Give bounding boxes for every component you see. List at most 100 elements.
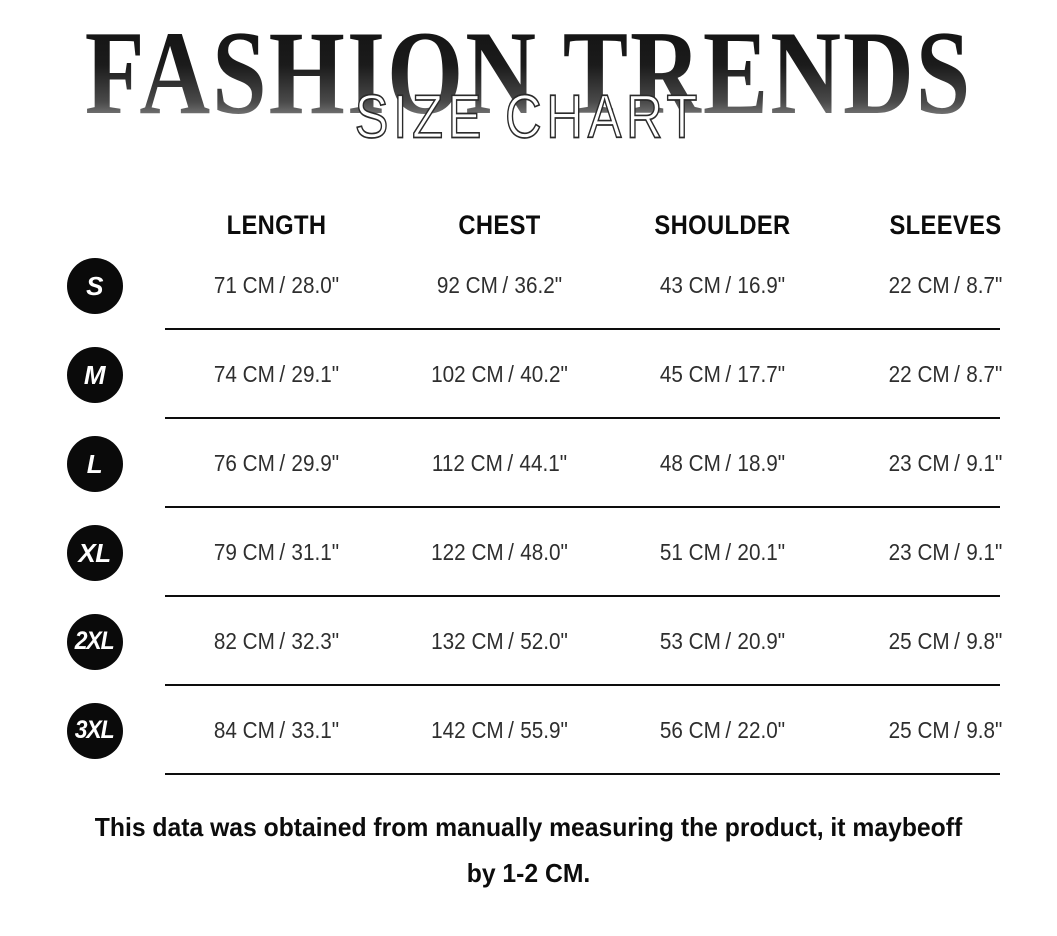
row-divider: [165, 328, 1000, 330]
size-badge-label: 2XL: [75, 627, 115, 655]
cell-sleeves-s: 22 CM/8.7": [845, 272, 1046, 299]
value-inch: 28.0": [291, 272, 340, 298]
value-inch: 17.7": [737, 361, 786, 387]
table-row: 3XL 84 CM/33.1" 142 CM/55.9" 56 CM/22.0" 25 …: [0, 686, 1057, 775]
value-separator: /: [508, 361, 514, 387]
measurement-disclaimer: This data was obtained from manually mea…: [94, 812, 963, 888]
cell-shoulder-s: 43 CM/16.9": [622, 272, 823, 299]
value-cm: 76 CM: [213, 450, 275, 476]
cell-length-3xl: 84 CM/33.1": [176, 717, 377, 744]
value-cm: 25 CM: [888, 717, 950, 743]
value-inch: 44.1": [519, 450, 568, 476]
column-header-length: LENGTH: [226, 210, 327, 240]
value-cm: 122 CM: [431, 539, 504, 565]
cell-chest-l: 112 CM/44.1": [399, 450, 600, 477]
value-inch: 40.2": [520, 361, 568, 387]
table-row: M 74 CM/29.1" 102 CM/40.2" 45 CM/17.7" 22 CM…: [0, 330, 1057, 419]
value-cm: 22 CM: [888, 272, 950, 298]
value-cm: 132 CM: [431, 628, 504, 654]
value-cm: 92 CM: [436, 272, 498, 298]
size-chart-table: LENGTH CHEST SHOULDER SLEEVES S 71 CM/28.…: [0, 165, 1057, 775]
cell-shoulder-3xl: 56 CM/22.0": [622, 717, 823, 744]
value-inch: 31.1": [291, 539, 340, 565]
size-badge-label: L: [86, 448, 103, 479]
page-subtitle: SIZE CHART: [354, 82, 703, 152]
table-header-row: LENGTH CHEST SHOULDER SLEEVES: [0, 165, 1057, 241]
value-separator: /: [279, 361, 286, 387]
cell-length-s: 71 CM/28.0": [176, 272, 377, 299]
size-badge-cell: 2XL: [0, 613, 165, 670]
size-badge-3xl: 3XL: [66, 702, 123, 759]
column-header-sleeves: SLEEVES: [889, 210, 1002, 240]
cell-shoulder-2xl: 53 CM/20.9": [622, 628, 823, 655]
value-cm: 53 CM: [659, 628, 721, 654]
cell-chest-2xl: 132 CM/52.0": [399, 628, 600, 655]
value-separator: /: [954, 361, 960, 387]
value-cm: 22 CM: [888, 361, 950, 387]
value-inch: 9.1": [966, 450, 1003, 476]
cell-shoulder-l: 48 CM/18.9": [622, 450, 823, 477]
cell-length-2xl: 82 CM/32.3": [176, 628, 377, 655]
cell-chest-xl: 122 CM/48.0": [399, 539, 600, 566]
value-cm: 74 CM: [213, 361, 275, 387]
value-separator: /: [725, 361, 732, 387]
value-separator: /: [507, 450, 514, 476]
cell-chest-s: 92 CM/36.2": [399, 272, 600, 299]
value-inch: 20.9": [737, 628, 786, 654]
cell-chest-3xl: 142 CM/55.9": [399, 717, 600, 744]
value-inch: 52.0": [520, 628, 568, 654]
value-cm: 43 CM: [659, 272, 721, 298]
value-cm: 102 CM: [431, 361, 504, 387]
cell-shoulder-xl: 51 CM/20.1": [622, 539, 823, 566]
size-badge-l: L: [66, 435, 123, 492]
size-badge-cell: XL: [0, 524, 165, 581]
row-divider: [165, 773, 1000, 775]
value-cm: 82 CM: [213, 628, 275, 654]
value-inch: 22.0": [737, 717, 786, 743]
column-header-shoulder: SHOULDER: [654, 210, 791, 240]
value-cm: 112 CM: [431, 450, 503, 476]
cell-sleeves-3xl: 25 CM/9.8": [845, 717, 1046, 744]
value-cm: 51 CM: [659, 539, 721, 565]
cell-shoulder-m: 45 CM/17.7": [622, 361, 823, 388]
title-block: FASHION TRENDS SIZE CHART: [0, 0, 1057, 165]
cell-chest-m: 102 CM/40.2": [399, 361, 600, 388]
cell-sleeves-l: 23 CM/9.1": [845, 450, 1046, 477]
value-separator: /: [725, 272, 732, 298]
size-badge-s: S: [66, 257, 123, 314]
page-title: FASHION TRENDS: [0, 13, 1057, 136]
value-separator: /: [954, 539, 960, 565]
value-inch: 33.1": [291, 717, 340, 743]
cell-length-xl: 79 CM/31.1": [176, 539, 377, 566]
value-inch: 32.3": [291, 628, 340, 654]
value-separator: /: [279, 450, 286, 476]
value-separator: /: [725, 539, 732, 565]
value-separator: /: [725, 628, 732, 654]
row-divider: [165, 417, 1000, 419]
value-cm: 23 CM: [888, 539, 950, 565]
value-cm: 48 CM: [659, 450, 721, 476]
value-cm: 79 CM: [213, 539, 275, 565]
cell-sleeves-m: 22 CM/8.7": [845, 361, 1046, 388]
value-separator: /: [954, 272, 960, 298]
value-separator: /: [508, 628, 514, 654]
size-badge-cell: L: [0, 435, 165, 492]
value-inch: 16.9": [737, 272, 786, 298]
value-separator: /: [954, 717, 960, 743]
value-inch: 29.1": [291, 361, 340, 387]
size-badge-cell: S: [0, 257, 165, 314]
size-badge-cell: M: [0, 346, 165, 403]
value-cm: 25 CM: [888, 628, 950, 654]
row-divider: [165, 595, 1000, 597]
value-inch: 55.9": [520, 717, 568, 743]
size-badge-xl: XL: [66, 524, 123, 581]
value-inch: 20.1": [737, 539, 786, 565]
table-row: L 76 CM/29.9" 112 CM/44.1" 48 CM/18.9" 23 CM…: [0, 419, 1057, 508]
value-inch: 9.8": [966, 628, 1003, 654]
cell-length-l: 76 CM/29.9": [176, 450, 377, 477]
value-separator: /: [508, 539, 514, 565]
value-separator: /: [502, 272, 509, 298]
value-separator: /: [279, 717, 286, 743]
value-separator: /: [725, 450, 732, 476]
cell-sleeves-xl: 23 CM/9.1": [845, 539, 1046, 566]
